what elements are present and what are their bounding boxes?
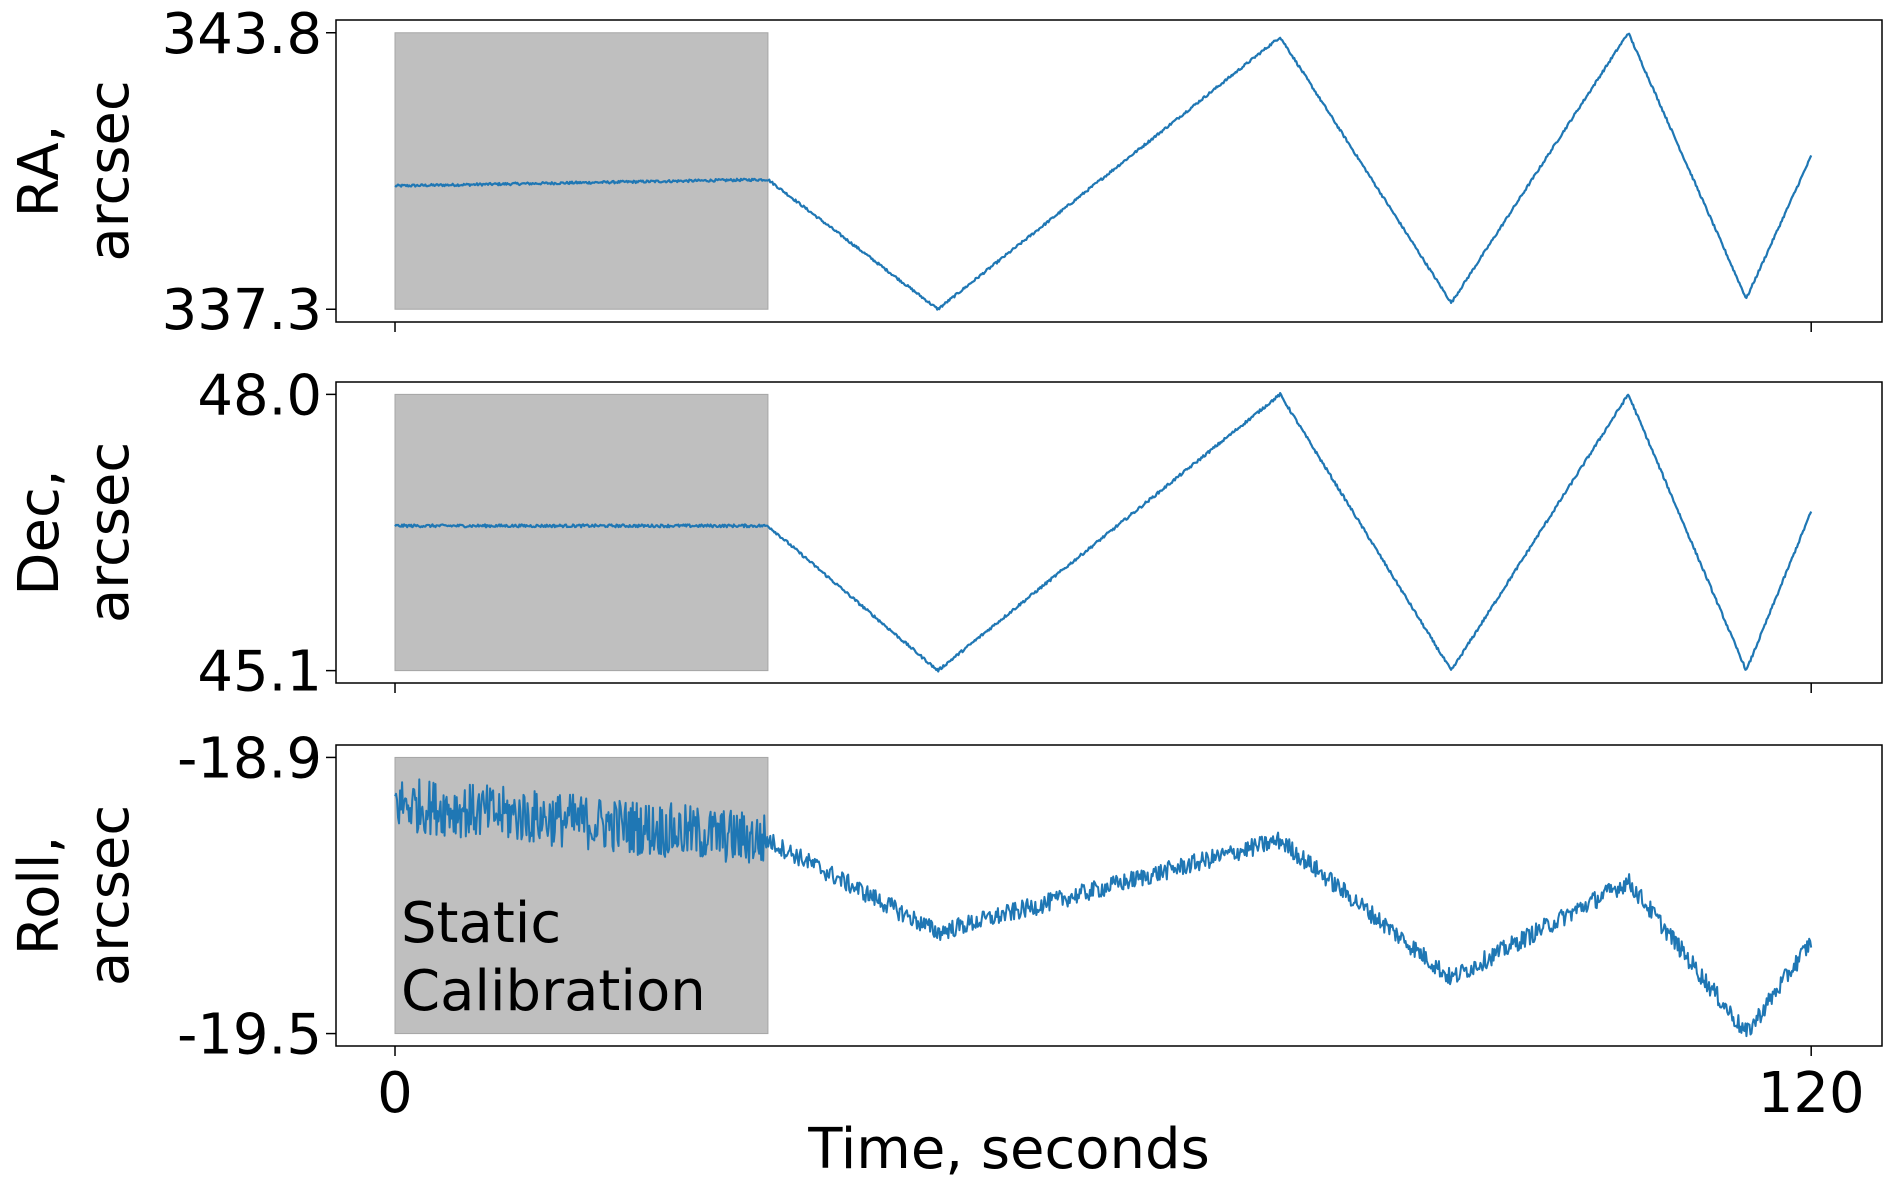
- calibration-window-ra: [394, 32, 769, 310]
- ytick-label-ra: 343.8: [162, 2, 322, 67]
- ylabel-line: arcsec: [77, 80, 142, 261]
- ylabel-line: Roll,: [7, 836, 72, 956]
- panel-roll: -18.9 -19.5 0 120 Roll,arcsec Static Calibrati…: [7, 726, 1883, 1126]
- series-line-dec: [394, 391, 1813, 673]
- axes-frame-dec: [335, 381, 1883, 684]
- ytick-label-dec: 45.1: [197, 640, 322, 705]
- axes-frame-roll: [335, 744, 1883, 1047]
- panel-dec: 48.0 45.1 Dec,arcsec: [7, 363, 1883, 705]
- series-line-ra: [394, 32, 1813, 311]
- ylabel-line: arcsec: [77, 442, 142, 623]
- panel-ra: 343.8 337.3 RA,arcsec: [7, 2, 1883, 343]
- ylabel-line: Dec,: [7, 469, 72, 595]
- ylabel-line: RA,: [7, 125, 72, 218]
- ylabel-line: arcsec: [77, 805, 142, 986]
- xlabel: Time, seconds: [807, 1117, 1210, 1182]
- axes-frame-ra: [335, 19, 1883, 323]
- calibration-label: Static Calibration: [401, 891, 706, 1024]
- ytick-label-dec: 48.0: [197, 363, 322, 428]
- ytick-label-roll: -18.9: [177, 726, 322, 791]
- ylabel-dec: Dec,arcsec: [7, 442, 142, 623]
- calibration-label-line: Calibration: [401, 959, 706, 1024]
- ytick-label-roll: -19.5: [177, 1003, 322, 1068]
- xtick-label: 0: [377, 1061, 413, 1126]
- ylabel-ra: RA,arcsec: [7, 80, 142, 261]
- series-line-roll: [394, 778, 1813, 1038]
- xtick-label: 120: [1758, 1061, 1865, 1126]
- ytick-label-ra: 337.3: [162, 278, 322, 343]
- ylabel-roll: Roll,arcsec: [7, 805, 142, 986]
- calibration-window-dec: [394, 393, 769, 672]
- calibration-label-line: Static: [401, 891, 561, 956]
